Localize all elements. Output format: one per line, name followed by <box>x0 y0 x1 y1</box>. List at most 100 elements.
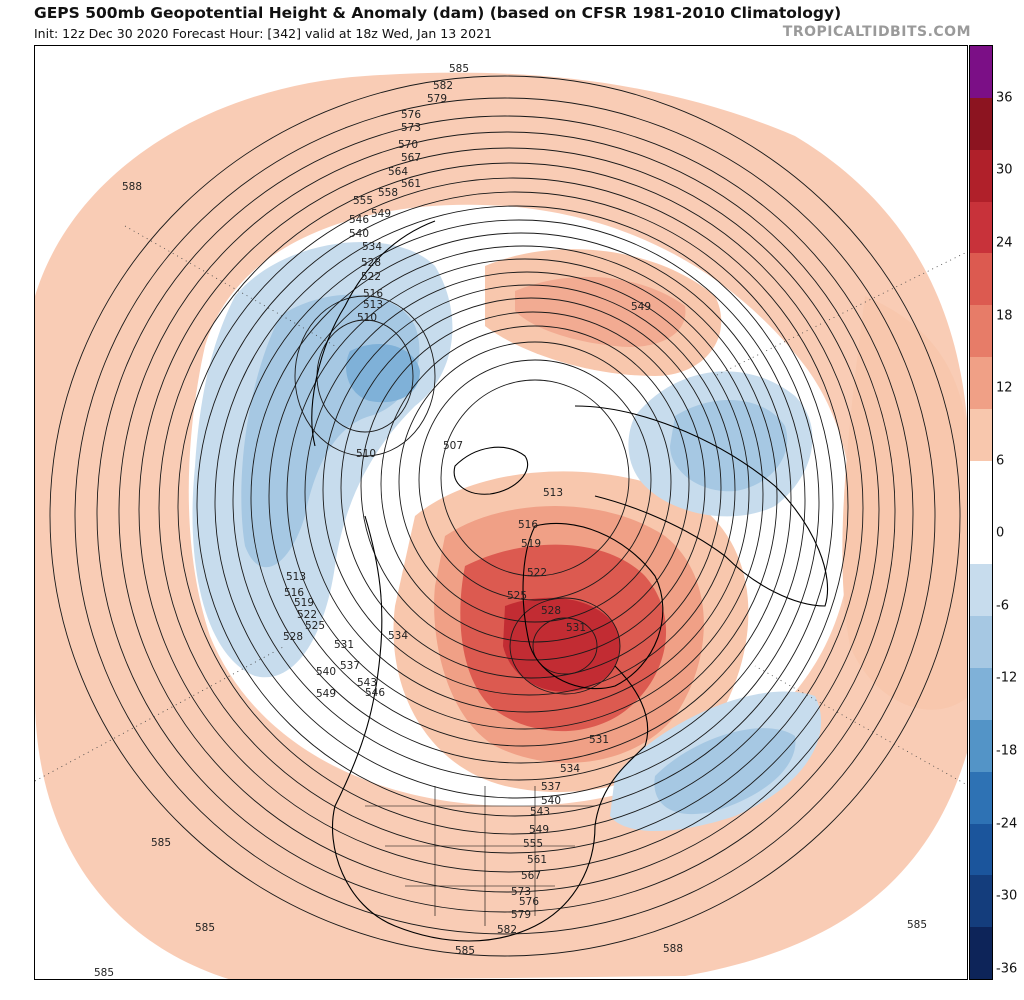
colorbar-segment <box>970 927 992 979</box>
colorbar-tick-label: 18 <box>996 308 1013 324</box>
contour-label: 561 <box>527 854 547 866</box>
contour-label: 516 <box>284 587 304 599</box>
contour-label: 555 <box>523 838 543 850</box>
colorbar-tick-label: 6 <box>996 453 1005 469</box>
contour-label: 510 <box>357 312 377 324</box>
contour-label: 513 <box>286 571 306 583</box>
contour-label: 534 <box>388 630 408 642</box>
height-contour <box>177 177 849 835</box>
height-contour <box>196 191 834 817</box>
coastlines <box>311 220 829 942</box>
height-contour <box>294 295 436 457</box>
contour-label: 585 <box>907 919 927 931</box>
contour-label: 588 <box>122 181 142 193</box>
colorbar-segment <box>970 668 992 721</box>
height-contour <box>250 232 792 764</box>
colorbar-segment <box>970 253 992 306</box>
contour-label: 555 <box>353 195 373 207</box>
contour-label: 573 <box>401 122 421 134</box>
colorbar-segment <box>970 823 992 876</box>
colorbar-segment <box>970 616 992 669</box>
anomaly-negative-west-strong <box>346 343 420 403</box>
colorbar-segment <box>970 564 992 617</box>
contour-label: 567 <box>401 152 421 164</box>
brand-watermark: TROPICALTIDBITS.COM <box>782 24 971 40</box>
contour-label: 522 <box>361 271 381 283</box>
height-contour <box>398 341 672 623</box>
height-contour <box>49 75 961 957</box>
colorbar-segment <box>970 408 992 462</box>
height-contour <box>214 205 820 799</box>
anomaly-negative-atlantic-mid <box>654 728 796 815</box>
anomaly-positive-europe-core <box>515 276 686 347</box>
graticule-line <box>124 225 336 347</box>
contour-label: 582 <box>497 924 517 936</box>
colorbar-segment <box>970 771 992 824</box>
height-contour <box>418 359 652 601</box>
height-contour <box>118 131 896 893</box>
anomaly-negative-siberia-mid <box>670 399 788 492</box>
contour-label: 537 <box>541 781 561 793</box>
contour-label: 549 <box>529 824 549 836</box>
contour-label: 576 <box>401 109 421 121</box>
colorbar-segment <box>970 357 992 410</box>
contour-label: 561 <box>401 178 421 190</box>
colorbar-segment <box>970 719 992 773</box>
height-contour <box>360 311 706 661</box>
contour-label: 558 <box>378 187 398 199</box>
coastline-eurasia <box>574 405 829 607</box>
map-subtitle: Init: 12z Dec 30 2020 Forecast Hour: [34… <box>34 26 492 41</box>
coastline-north-america <box>331 515 649 942</box>
graticule-line <box>714 251 967 377</box>
contour-label: 588 <box>663 943 683 955</box>
height-contour <box>96 115 914 913</box>
colorbar-tick-label: -6 <box>996 598 1009 614</box>
colorbar-tick-label: -24 <box>996 816 1018 831</box>
contour-label: 549 <box>316 688 336 700</box>
contour-label: 525 <box>305 620 325 632</box>
contour-label: 543 <box>357 677 377 689</box>
colorbar <box>969 45 993 980</box>
contour-label: 516 <box>363 288 383 300</box>
contour-label: 585 <box>94 967 114 979</box>
colorbar-tick-label: -18 <box>996 743 1018 759</box>
contour-label: 576 <box>519 896 539 908</box>
contour-label: 549 <box>371 208 391 220</box>
height-contour <box>158 162 864 854</box>
colorbar-segment <box>970 201 992 254</box>
contour-label: 513 <box>363 299 383 311</box>
colorbar-tick-label: 0 <box>996 525 1005 541</box>
coastline-north-pole-islands <box>453 446 529 495</box>
contour-label: 540 <box>541 795 561 807</box>
height-contour <box>509 597 621 695</box>
colorbar-segment <box>970 512 992 565</box>
contour-label: 528 <box>541 605 561 617</box>
height-contour <box>286 258 764 730</box>
contour-label: 534 <box>362 241 382 253</box>
graticule <box>35 225 967 786</box>
contour-label: 546 <box>365 687 385 699</box>
colorbar-tick-label: 36 <box>996 90 1013 106</box>
contour-label: 564 <box>388 166 408 178</box>
colorbar-segment <box>970 97 992 151</box>
contour-label: 534 <box>560 763 580 775</box>
contour-label: 546 <box>349 214 369 226</box>
contour-label: 525 <box>507 590 527 602</box>
colorbar-tick-label: -30 <box>996 888 1018 904</box>
anomaly-shading <box>35 72 967 979</box>
contour-label: 540 <box>316 666 336 678</box>
contour-label: 543 <box>530 806 550 818</box>
contour-label: 531 <box>334 639 354 651</box>
contour-label: 522 <box>297 609 317 621</box>
height-contour <box>232 219 806 781</box>
contour-label: 573 <box>511 886 531 898</box>
contour-label-group: 585 582 579 576 573 570 567 564 561 558 … <box>94 63 927 979</box>
contour-label: 513 <box>543 487 563 499</box>
contour-label: 540 <box>349 228 369 240</box>
contour-label: 585 <box>449 63 469 75</box>
contour-label: 582 <box>433 80 453 92</box>
colorbar-segment <box>970 460 992 513</box>
graticule-line <box>754 665 967 786</box>
height-contour <box>380 325 690 643</box>
contour-label: 528 <box>361 257 381 269</box>
